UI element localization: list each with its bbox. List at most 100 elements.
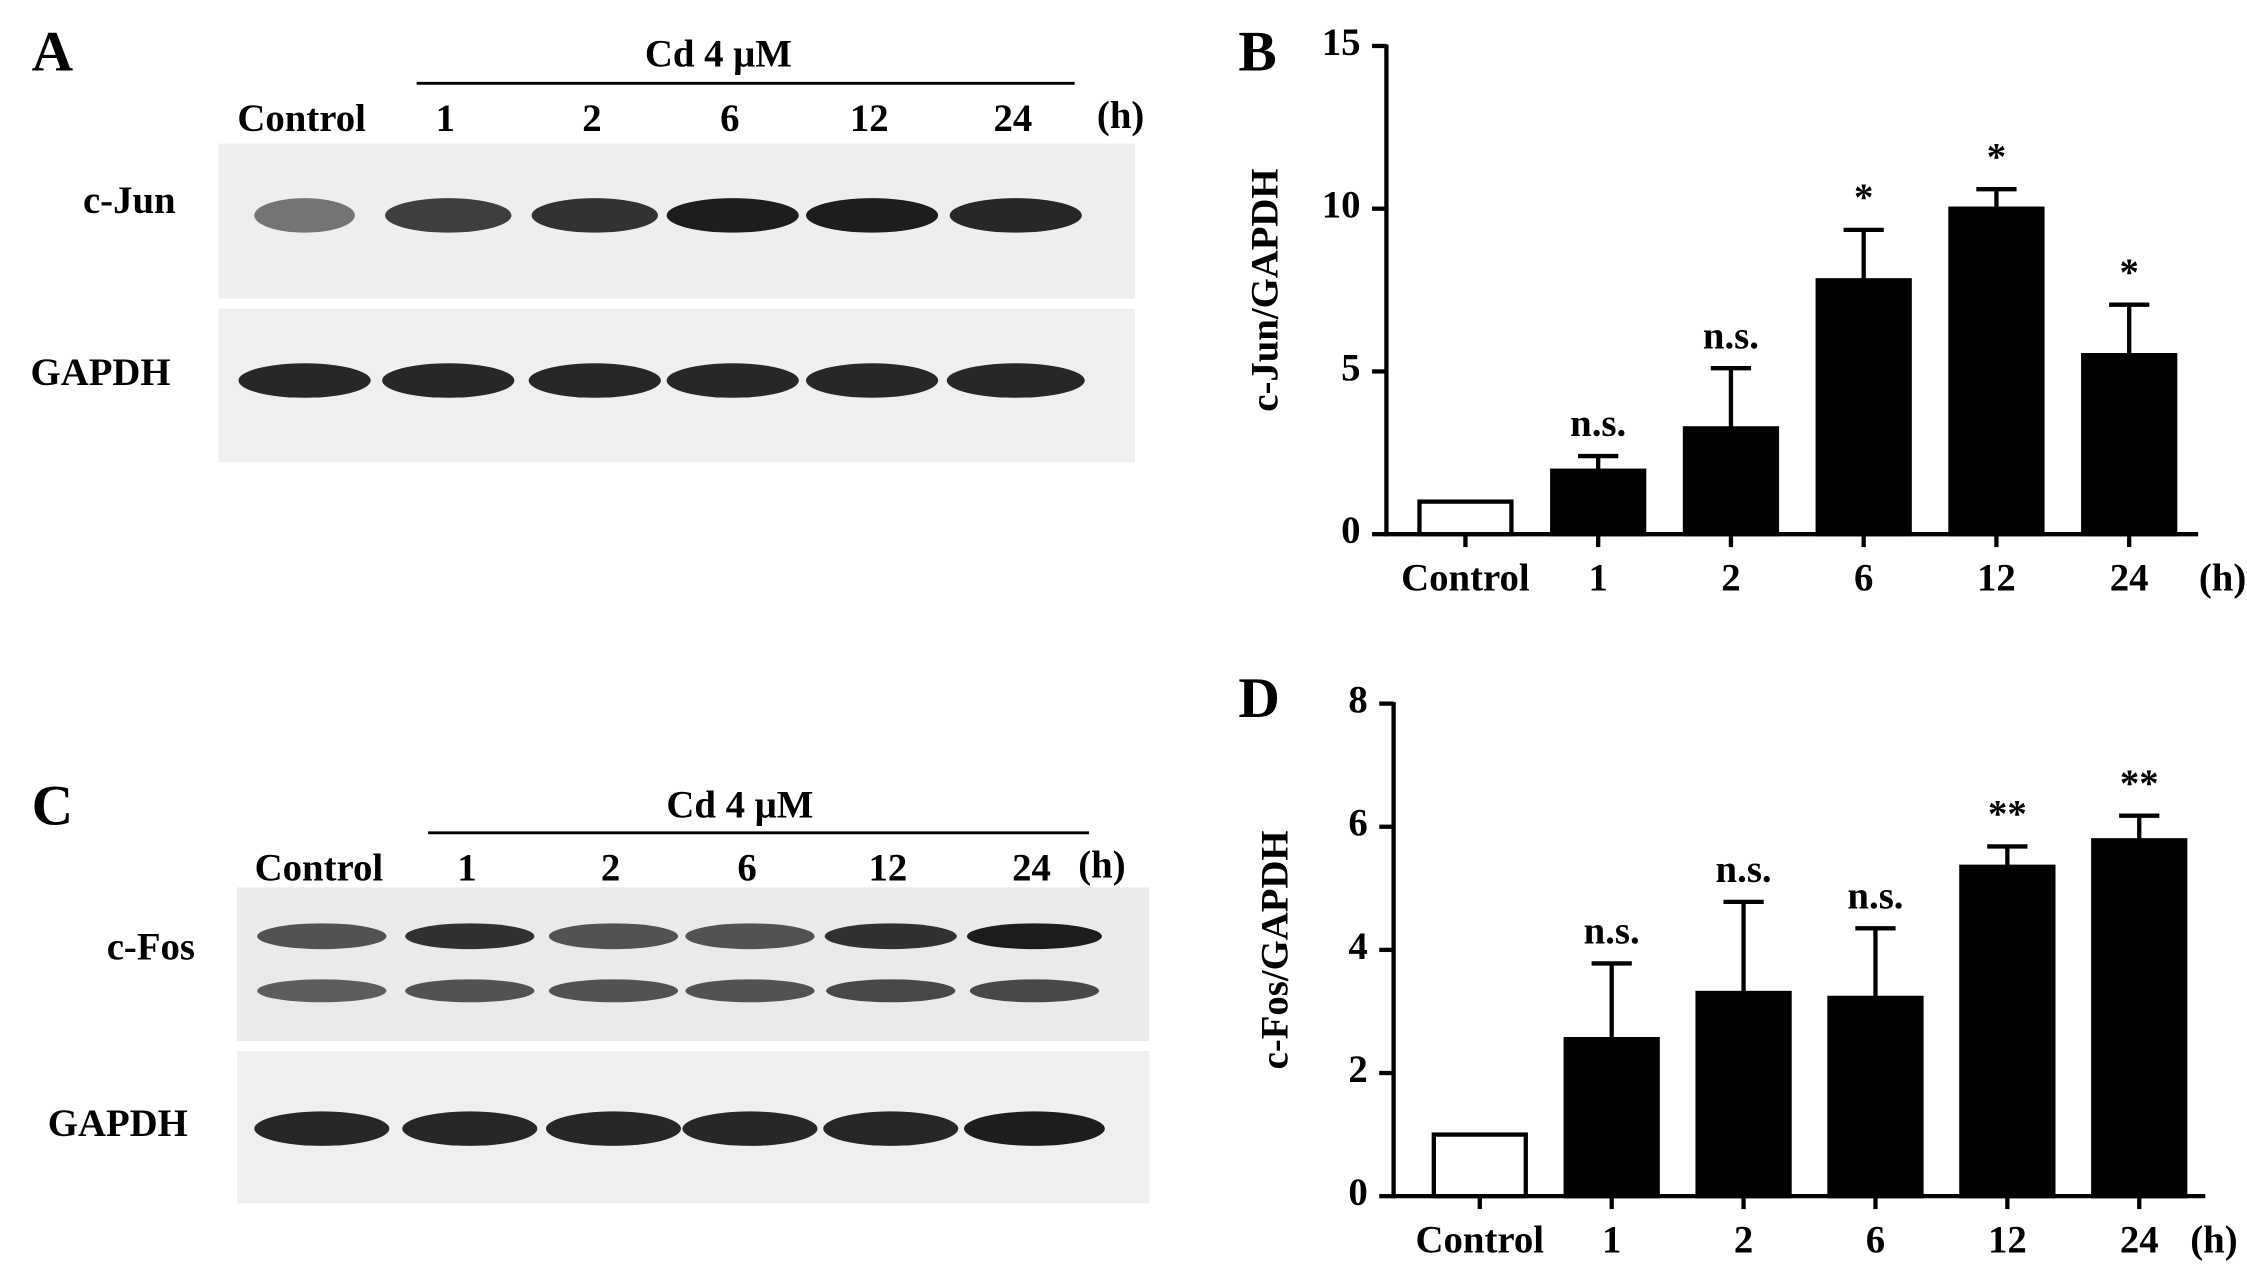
lane-label: 24 <box>1012 847 1051 890</box>
y-tick-label: 0 <box>1348 1171 1367 1214</box>
lane-label: 1 <box>436 97 455 140</box>
band <box>685 923 815 950</box>
y-tick-label: 5 <box>1341 346 1360 389</box>
row-label: GAPDH <box>48 1102 188 1145</box>
panel-letter: A <box>32 21 74 84</box>
bar <box>1959 864 2056 1199</box>
bar <box>1815 278 1912 537</box>
lane-label: 6 <box>720 97 739 140</box>
significance-label: n.s. <box>1716 848 1772 891</box>
lane-label: 24 <box>993 97 1032 140</box>
significance-label: n.s. <box>1570 402 1626 445</box>
row-label: c-Jun <box>83 179 176 222</box>
lane-label: 2 <box>601 847 620 890</box>
band <box>405 923 535 950</box>
treatment-label: Cd 4 μM <box>645 32 792 75</box>
x-tick-label: Control <box>1416 1218 1545 1261</box>
lane-label: 2 <box>582 97 601 140</box>
band <box>405 979 535 1003</box>
band <box>805 363 939 398</box>
lane-label: 1 <box>457 847 476 890</box>
x-tick-label: 2 <box>1721 556 1740 599</box>
blot-c-top <box>237 887 1150 1042</box>
band <box>382 363 515 398</box>
y-tick-label: 2 <box>1348 1048 1367 1091</box>
band <box>254 1111 390 1146</box>
row-label: c-Fos <box>107 926 195 969</box>
panel-letter: D <box>1238 667 1279 730</box>
panel-letter: B <box>1238 21 1276 84</box>
lane-label: 12 <box>850 97 889 140</box>
lane-label: 12 <box>868 847 907 890</box>
y-tick-label: 10 <box>1322 184 1361 227</box>
x-tick-label: Control <box>1401 556 1530 599</box>
significance-label: ** <box>1988 793 2027 836</box>
band <box>949 198 1082 233</box>
x-tick-label: 2 <box>1734 1218 1753 1261</box>
x-tick-label: 1 <box>1602 1218 1621 1261</box>
significance-label: n.s. <box>1703 314 1759 357</box>
band <box>254 198 355 233</box>
band <box>238 363 371 398</box>
bar <box>1550 468 1647 537</box>
band <box>805 198 939 233</box>
bar <box>1682 426 1780 537</box>
bar <box>1563 1037 1660 1199</box>
significance-label: * <box>1854 176 1873 219</box>
x-tick-label: 24 <box>2110 556 2149 599</box>
band <box>946 363 1085 398</box>
band <box>545 1111 681 1146</box>
x-unit-label: (h) <box>2190 1218 2237 1261</box>
panel-letter: C <box>32 775 73 838</box>
lane-label: Control <box>237 97 366 140</box>
y-tick-label: 8 <box>1348 679 1367 722</box>
band <box>531 198 659 233</box>
x-tick-label: 1 <box>1588 556 1607 599</box>
band <box>385 198 512 233</box>
significance-label: n.s. <box>1847 875 1903 918</box>
band <box>257 979 387 1003</box>
band <box>824 923 957 950</box>
x-tick-label: 6 <box>1854 556 1873 599</box>
band <box>257 923 387 950</box>
band <box>666 198 799 233</box>
band <box>823 1111 959 1146</box>
bar <box>1417 499 1514 537</box>
band <box>826 979 956 1003</box>
x-tick-label: 6 <box>1866 1218 1885 1261</box>
bar <box>2091 838 2188 1199</box>
band <box>966 923 1102 950</box>
bar <box>1431 1132 1528 1199</box>
y-tick-label: 4 <box>1348 925 1367 968</box>
band <box>685 979 815 1003</box>
band <box>548 979 679 1003</box>
band <box>682 1111 818 1146</box>
band <box>666 363 799 398</box>
y-tick-label: 15 <box>1322 21 1361 64</box>
y-axis-label: c-Jun/GAPDH <box>1244 168 1287 411</box>
y-axis-label: c-Fos/GAPDH <box>1254 830 1297 1069</box>
significance-label: ** <box>2120 762 2159 805</box>
band <box>969 979 1100 1003</box>
treatment-label: Cd 4 μM <box>666 783 813 826</box>
significance-label: n.s. <box>1584 910 1640 953</box>
band <box>964 1111 1105 1146</box>
band <box>402 1111 538 1146</box>
band <box>528 363 661 398</box>
bar <box>2081 353 2178 537</box>
row-label: GAPDH <box>31 351 171 394</box>
x-tick-label: 12 <box>1977 556 2016 599</box>
significance-label: * <box>2119 251 2138 294</box>
x-tick-label: 24 <box>2120 1218 2159 1261</box>
significance-label: * <box>1987 135 2006 178</box>
unit-label: (h) <box>1097 94 1144 137</box>
lane-label: Control <box>255 847 384 890</box>
bar <box>1948 206 2045 537</box>
lane-label: 6 <box>737 847 756 890</box>
x-unit-label: (h) <box>2199 556 2246 599</box>
bar <box>1695 990 1792 1199</box>
y-tick-label: 0 <box>1341 509 1360 552</box>
y-tick-label: 6 <box>1348 802 1367 845</box>
